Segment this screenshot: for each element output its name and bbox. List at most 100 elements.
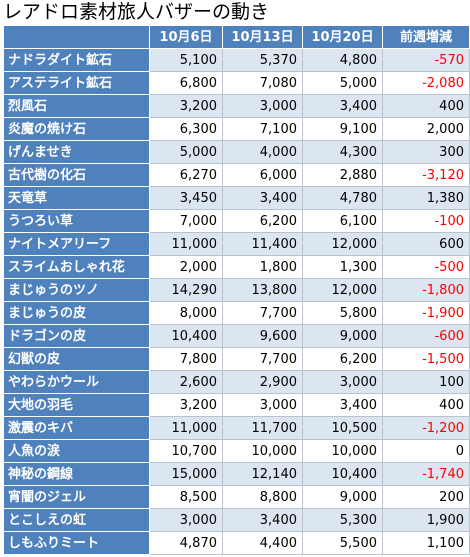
price-oct6-cell: 7,000	[149, 209, 223, 233]
price-oct20-cell: 1,300	[302, 255, 383, 279]
table-row: スライムおしゃれ花 2,000 1,800 1,300 -500	[3, 255, 470, 279]
price-oct13-cell: 7,080	[222, 71, 303, 95]
price-oct20-cell: 5,300	[302, 508, 383, 532]
price-oct6-cell: 8,000	[149, 301, 223, 325]
price-oct13-cell: 13,800	[222, 278, 303, 302]
weekly-change-cell: 1,900	[382, 508, 470, 532]
price-oct6-cell: 8,500	[149, 485, 223, 509]
price-oct13-cell: 3,000	[222, 94, 303, 118]
table-row: 古代樹の化石 6,270 6,000 2,880 -3,120	[3, 163, 470, 187]
table-row: 神秘の鋼線 15,000 12,140 10,400 -1,740	[3, 462, 470, 486]
weekly-change-cell: 100	[382, 370, 470, 394]
price-oct20-cell: 4,780	[302, 186, 383, 210]
weekly-change-cell: 400	[382, 94, 470, 118]
weekly-change-cell: -500	[382, 255, 470, 279]
header-corner	[3, 25, 150, 49]
price-oct13-cell: 4,400	[222, 531, 303, 555]
price-oct6-cell: 15,000	[149, 462, 223, 486]
price-oct20-cell: 6,200	[302, 347, 383, 371]
weekly-change-cell: -1,200	[382, 416, 470, 440]
price-oct6-cell: 6,800	[149, 71, 223, 95]
item-name-cell: 天竜草	[3, 186, 150, 210]
price-oct13-cell: 4,000	[222, 140, 303, 164]
price-oct20-cell: 9,100	[302, 117, 383, 141]
item-name-cell: ナドラダイト鉱石	[3, 48, 150, 72]
table-row: 烈風石 3,200 3,000 3,400 400	[3, 94, 470, 118]
price-oct13-cell: 2,900	[222, 370, 303, 394]
weekly-change-cell: -1,900	[382, 301, 470, 325]
table-body: ナドラダイト鉱石 5,100 5,370 4,800 -570 アステライト鉱石 6,800…	[3, 48, 470, 555]
price-oct13-cell: 1,800	[222, 255, 303, 279]
price-oct20-cell: 4,300	[302, 140, 383, 164]
price-oct20-cell: 12,000	[302, 278, 383, 302]
weekly-change-cell: -2,080	[382, 71, 470, 95]
item-name-cell: うつろい草	[3, 209, 150, 233]
item-name-cell: 古代樹の化石	[3, 163, 150, 187]
price-oct13-cell: 3,400	[222, 186, 303, 210]
item-name-cell: 激震のキバ	[3, 416, 150, 440]
price-oct13-cell: 8,800	[222, 485, 303, 509]
price-oct6-cell: 5,000	[149, 140, 223, 164]
price-oct6-cell: 14,290	[149, 278, 223, 302]
price-oct20-cell: 10,400	[302, 462, 383, 486]
table-row: アステライト鉱石 6,800 7,080 5,000 -2,080	[3, 71, 470, 95]
price-oct13-cell: 6,000	[222, 163, 303, 187]
price-oct13-cell: 12,140	[222, 462, 303, 486]
header-weekly-change: 前週増減	[382, 25, 470, 49]
price-oct6-cell: 11,000	[149, 416, 223, 440]
item-name-cell: 幻獣の皮	[3, 347, 150, 371]
table-row: とこしえの虹 3,000 3,400 5,300 1,900	[3, 508, 470, 532]
price-oct20-cell: 9,000	[302, 324, 383, 348]
table-row: げんませき 5,000 4,000 4,300 300	[3, 140, 470, 164]
price-oct13-cell: 3,400	[222, 508, 303, 532]
price-table: 10月6日 10月13日 10月20日 前週増減 ナドラダイト鉱石 5,100 5,…	[3, 25, 470, 555]
price-oct6-cell: 4,870	[149, 531, 223, 555]
price-oct13-cell: 3,000	[222, 393, 303, 417]
weekly-change-cell: -100	[382, 209, 470, 233]
price-oct20-cell: 10,000	[302, 439, 383, 463]
table-row: 人魚の涙 10,700 10,000 10,000 0	[3, 439, 470, 463]
table-row: 激震のキバ 11,000 11,700 10,500 -1,200	[3, 416, 470, 440]
weekly-change-cell: 2,000	[382, 117, 470, 141]
price-oct20-cell: 2,880	[302, 163, 383, 187]
table-row: 炎魔の焼け石 6,300 7,100 9,100 2,000	[3, 117, 470, 141]
table-row: しもふりミート 4,870 4,400 5,500 1,100	[3, 531, 470, 555]
price-oct6-cell: 6,270	[149, 163, 223, 187]
price-oct6-cell: 3,200	[149, 393, 223, 417]
price-oct20-cell: 4,800	[302, 48, 383, 72]
price-oct13-cell: 11,400	[222, 232, 303, 256]
item-name-cell: 炎魔の焼け石	[3, 117, 150, 141]
price-oct20-cell: 9,000	[302, 485, 383, 509]
price-oct6-cell: 3,450	[149, 186, 223, 210]
item-name-cell: ドラゴンの皮	[3, 324, 150, 348]
table-row: ナイトメアリーフ 11,000 11,400 12,000 600	[3, 232, 470, 256]
weekly-change-cell: 300	[382, 140, 470, 164]
price-oct6-cell: 3,000	[149, 508, 223, 532]
price-oct13-cell: 9,600	[222, 324, 303, 348]
table-row: うつろい草 7,000 6,200 6,100 -100	[3, 209, 470, 233]
price-oct13-cell: 6,200	[222, 209, 303, 233]
item-name-cell: 神秘の鋼線	[3, 462, 150, 486]
price-oct13-cell: 10,000	[222, 439, 303, 463]
header-oct6: 10月6日	[149, 25, 223, 49]
weekly-change-cell: -1,800	[382, 278, 470, 302]
price-oct20-cell: 3,400	[302, 94, 383, 118]
price-oct20-cell: 5,500	[302, 531, 383, 555]
table-row: 天竜草 3,450 3,400 4,780 1,380	[3, 186, 470, 210]
price-oct13-cell: 11,700	[222, 416, 303, 440]
price-oct13-cell: 7,100	[222, 117, 303, 141]
item-name-cell: まじゅうの皮	[3, 301, 150, 325]
price-oct6-cell: 5,100	[149, 48, 223, 72]
price-oct6-cell: 11,000	[149, 232, 223, 256]
weekly-change-cell: 400	[382, 393, 470, 417]
weekly-change-cell: -3,120	[382, 163, 470, 187]
price-oct6-cell: 2,600	[149, 370, 223, 394]
table-row: ドラゴンの皮 10,400 9,600 9,000 -600	[3, 324, 470, 348]
item-name-cell: ナイトメアリーフ	[3, 232, 150, 256]
table-row: まじゅうのツノ 14,290 13,800 12,000 -1,800	[3, 278, 470, 302]
price-oct6-cell: 10,700	[149, 439, 223, 463]
item-name-cell: 宵闇のジェル	[3, 485, 150, 509]
price-oct13-cell: 7,700	[222, 347, 303, 371]
table-row: まじゅうの皮 8,000 7,700 5,800 -1,900	[3, 301, 470, 325]
table-row: やわらかウール 2,600 2,900 3,000 100	[3, 370, 470, 394]
